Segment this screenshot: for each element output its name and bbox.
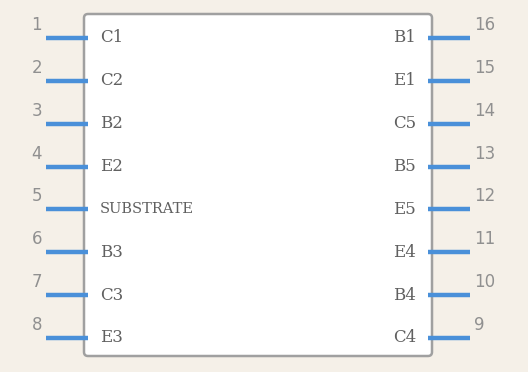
Text: 14: 14 <box>474 102 495 120</box>
Text: E3: E3 <box>100 330 123 346</box>
Text: 3: 3 <box>31 102 42 120</box>
Text: E1: E1 <box>393 73 416 89</box>
Text: B1: B1 <box>393 29 416 46</box>
Text: 1: 1 <box>31 16 42 34</box>
Text: 16: 16 <box>474 16 495 34</box>
Text: C3: C3 <box>100 287 123 304</box>
Text: C1: C1 <box>100 29 123 46</box>
Text: 8: 8 <box>32 316 42 334</box>
Text: 5: 5 <box>32 187 42 205</box>
Text: E2: E2 <box>100 158 123 175</box>
Text: 4: 4 <box>32 145 42 163</box>
Text: E5: E5 <box>393 201 416 218</box>
Text: SUBSTRATE: SUBSTRATE <box>100 202 194 217</box>
Text: 15: 15 <box>474 59 495 77</box>
Text: B2: B2 <box>100 115 123 132</box>
Text: 2: 2 <box>31 59 42 77</box>
Text: C2: C2 <box>100 73 123 89</box>
Text: B5: B5 <box>393 158 416 175</box>
Text: 12: 12 <box>474 187 495 205</box>
FancyBboxPatch shape <box>84 14 432 356</box>
Text: 11: 11 <box>474 230 495 248</box>
Text: 6: 6 <box>32 230 42 248</box>
Text: 7: 7 <box>32 273 42 291</box>
Text: C5: C5 <box>393 115 416 132</box>
Text: B3: B3 <box>100 244 123 261</box>
Text: E4: E4 <box>393 244 416 261</box>
Text: B4: B4 <box>393 287 416 304</box>
Text: 9: 9 <box>474 316 485 334</box>
Text: C4: C4 <box>393 330 416 346</box>
Text: 13: 13 <box>474 145 495 163</box>
Text: 10: 10 <box>474 273 495 291</box>
